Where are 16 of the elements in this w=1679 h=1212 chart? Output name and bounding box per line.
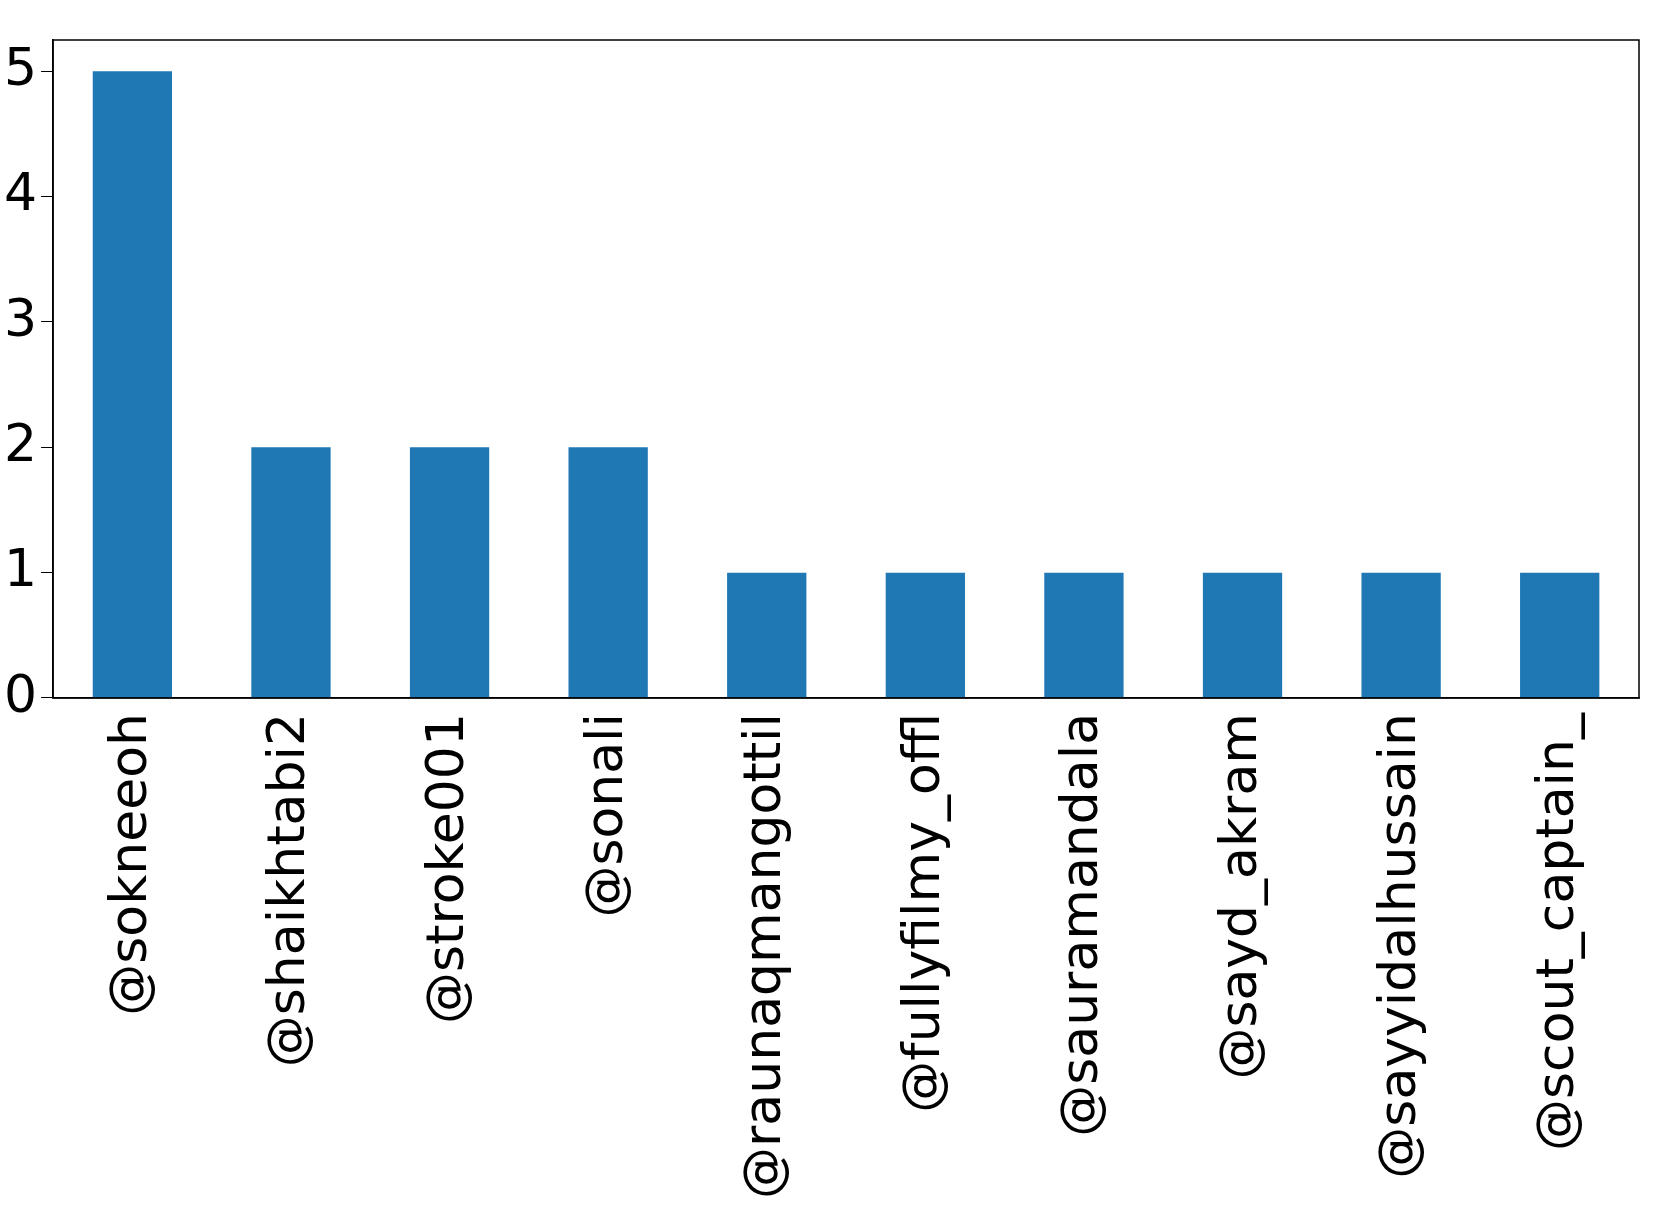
x-tick-label: @sauramandala — [1049, 713, 1110, 1137]
y-tick-label: 2 — [3, 412, 38, 473]
x-tick-label: @raunaqmangottil — [732, 713, 793, 1200]
x-tick-label: @sayyidalhussain — [1366, 713, 1427, 1179]
x-tick-label: @sonali — [573, 713, 634, 918]
y-tick-label: 5 — [3, 36, 38, 97]
y-tick-label: 0 — [3, 663, 38, 724]
y-tick-label: 4 — [3, 162, 38, 223]
y-tick-label: 1 — [3, 538, 38, 599]
x-tick-label: @scout_captain_ — [1525, 712, 1586, 1151]
x-tick-label: @sokneeoh — [97, 713, 158, 1016]
y-tick-label: 3 — [3, 287, 38, 348]
x-tick-label: @fullyfilmy_offl — [890, 713, 951, 1113]
x-tick-label: @sayd_akram — [1208, 713, 1269, 1080]
x-tick-label: @stroke001 — [415, 713, 476, 1025]
x-tick-label: @shaikhtabi2 — [256, 713, 317, 1068]
